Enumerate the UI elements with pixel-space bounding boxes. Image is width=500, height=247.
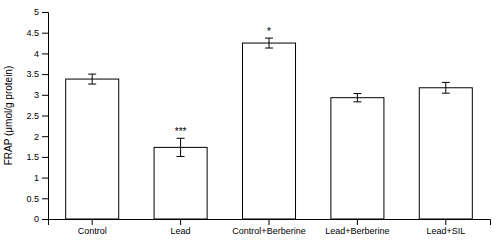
error-bar: [265, 38, 273, 48]
y-tick-mark: [42, 219, 48, 220]
y-tick: 3.5: [26, 69, 48, 79]
bar: [154, 147, 207, 219]
y-tick: 1.5: [26, 152, 48, 162]
y-tick-label: 4: [34, 49, 39, 59]
y-tick-mark: [42, 136, 48, 137]
x-tick-mark: [180, 219, 181, 225]
x-tick-mark: [92, 219, 93, 225]
y-tick: 2: [34, 132, 48, 142]
x-tick-mark: [269, 219, 270, 225]
y-tick: 3: [34, 90, 48, 100]
y-tick-label: 2.5: [26, 111, 39, 121]
y-tick-mark: [42, 178, 48, 179]
error-bar: [88, 74, 96, 84]
y-tick-mark: [42, 116, 48, 117]
y-tick-mark: [42, 95, 48, 96]
y-tick-label: 5: [34, 7, 39, 17]
x-tick: Control: [78, 219, 107, 236]
y-tick-label: 3.5: [26, 69, 39, 79]
y-tick: 1: [34, 173, 48, 183]
x-tick-label: Lead+Berberine: [325, 226, 389, 236]
bar: [242, 43, 295, 219]
y-tick-label: 1: [34, 173, 39, 183]
y-tick-mark: [42, 12, 48, 13]
y-tick: 2.5: [26, 111, 48, 121]
x-tick-label: Control: [78, 226, 107, 236]
y-tick-mark: [42, 53, 48, 54]
bar: [331, 98, 384, 219]
x-axis-line: [49, 220, 491, 226]
x-tick: Lead+SIL: [426, 219, 465, 236]
error-bar: [442, 82, 450, 93]
y-axis: 0 0.5 1 1.5 2 2.5 3 3.5 4 4.5 5: [26, 7, 48, 224]
error-bar: [353, 94, 361, 102]
x-tick-label: Lead: [171, 226, 191, 236]
x-tick-label: Control+Berberine: [232, 226, 305, 236]
y-tick: 5: [34, 7, 48, 17]
x-tick: Control+Berberine: [232, 219, 305, 236]
x-tick-mark: [445, 219, 446, 225]
error-bar: [177, 138, 185, 156]
bar: [66, 79, 119, 219]
y-tick-label: 3: [34, 90, 39, 100]
annotation: ***: [175, 126, 187, 137]
chart-container: Control Lead Control+Berberine Lead+Berberi…: [0, 0, 500, 247]
y-tick-mark: [42, 74, 48, 75]
x-tick: Lead: [171, 219, 191, 236]
x-tick: Lead+Berberine: [325, 219, 389, 236]
y-tick-label: 2: [34, 132, 39, 142]
y-tick-label: 0: [34, 214, 39, 224]
y-axis-line: [42, 13, 49, 220]
y-axis-title: FRAP (μmol/g protein): [3, 66, 14, 166]
y-tick: 4: [34, 49, 48, 59]
y-tick-label: 0.5: [26, 194, 39, 204]
y-tick-mark: [42, 157, 48, 158]
y-tick: 0.5: [26, 194, 48, 204]
plot-area: [66, 38, 473, 219]
y-tick: 4.5: [26, 28, 48, 38]
x-tick-mark: [357, 219, 358, 225]
x-axis: Control Lead Control+Berberine Lead+Berberi…: [49, 219, 491, 236]
y-tick-mark: [42, 198, 48, 199]
y-tick-label: 1.5: [26, 152, 39, 162]
bar: [419, 88, 472, 219]
y-tick: 0: [34, 214, 48, 224]
y-tick-label: 4.5: [26, 28, 39, 38]
y-tick-mark: [42, 33, 48, 34]
chart: Control Lead Control+Berberine Lead+Berberi…: [0, 0, 500, 247]
annotation: *: [267, 26, 271, 37]
x-tick-label: Lead+SIL: [426, 226, 465, 236]
